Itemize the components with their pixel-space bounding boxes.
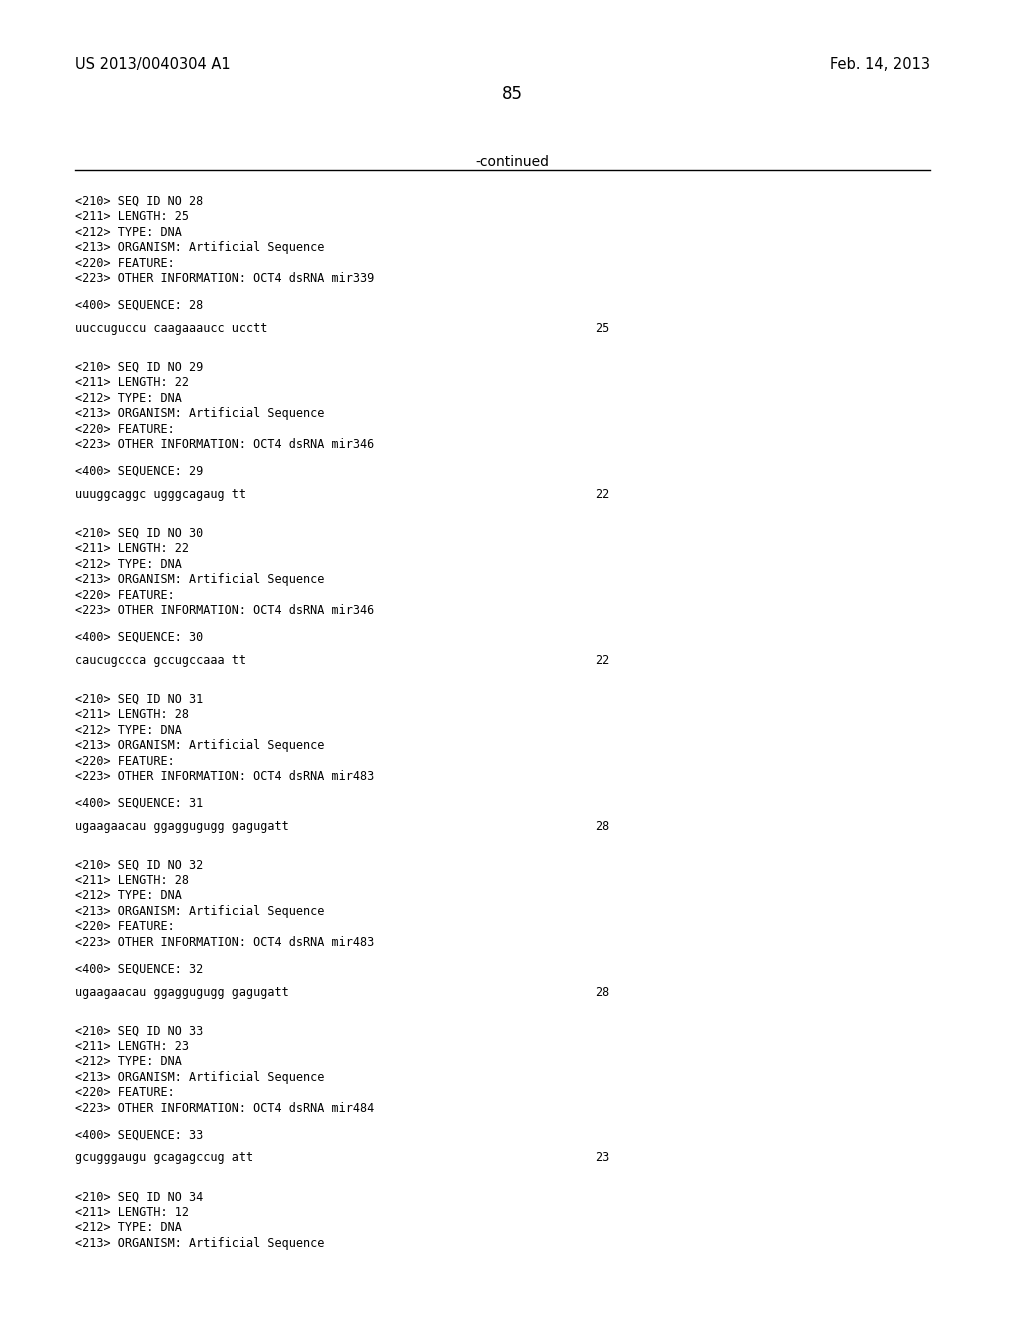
Text: <223> OTHER INFORMATION: OCT4 dsRNA mir483: <223> OTHER INFORMATION: OCT4 dsRNA mir4… [75,770,374,783]
Text: <210> SEQ ID NO 33: <210> SEQ ID NO 33 [75,1024,203,1038]
Text: <212> TYPE: DNA: <212> TYPE: DNA [75,392,182,405]
Text: <211> LENGTH: 12: <211> LENGTH: 12 [75,1205,189,1218]
Text: <210> SEQ ID NO 29: <210> SEQ ID NO 29 [75,360,203,374]
Text: ugaagaacau ggaggugugg gagugatt: ugaagaacau ggaggugugg gagugatt [75,986,289,998]
Text: <213> ORGANISM: Artificial Sequence: <213> ORGANISM: Artificial Sequence [75,739,325,752]
Text: <210> SEQ ID NO 32: <210> SEQ ID NO 32 [75,858,203,871]
Text: <220> FEATURE:: <220> FEATURE: [75,589,175,602]
Text: <220> FEATURE:: <220> FEATURE: [75,257,175,271]
Text: <211> LENGTH: 25: <211> LENGTH: 25 [75,210,189,223]
Text: caucugccca gccugccaaa tt: caucugccca gccugccaaa tt [75,653,246,667]
Text: 25: 25 [595,322,609,335]
Text: <210> SEQ ID NO 28: <210> SEQ ID NO 28 [75,195,203,209]
Text: US 2013/0040304 A1: US 2013/0040304 A1 [75,57,230,73]
Text: <400> SEQUENCE: 30: <400> SEQUENCE: 30 [75,631,203,644]
Text: <212> TYPE: DNA: <212> TYPE: DNA [75,890,182,903]
Text: <213> ORGANISM: Artificial Sequence: <213> ORGANISM: Artificial Sequence [75,242,325,255]
Text: <223> OTHER INFORMATION: OCT4 dsRNA mir346: <223> OTHER INFORMATION: OCT4 dsRNA mir3… [75,605,374,618]
Text: <220> FEATURE:: <220> FEATURE: [75,1086,175,1100]
Text: uuccuguccu caagaaaucc ucctt: uuccuguccu caagaaaucc ucctt [75,322,267,335]
Text: <400> SEQUENCE: 32: <400> SEQUENCE: 32 [75,962,203,975]
Text: uuuggcaggc ugggcagaug tt: uuuggcaggc ugggcagaug tt [75,488,246,502]
Text: <212> TYPE: DNA: <212> TYPE: DNA [75,723,182,737]
Text: <211> LENGTH: 28: <211> LENGTH: 28 [75,708,189,721]
Text: <220> FEATURE:: <220> FEATURE: [75,422,175,436]
Text: <211> LENGTH: 22: <211> LENGTH: 22 [75,376,189,389]
Text: <210> SEQ ID NO 34: <210> SEQ ID NO 34 [75,1191,203,1203]
Text: <220> FEATURE:: <220> FEATURE: [75,920,175,933]
Text: <400> SEQUENCE: 28: <400> SEQUENCE: 28 [75,298,203,312]
Text: <212> TYPE: DNA: <212> TYPE: DNA [75,1221,182,1234]
Text: <400> SEQUENCE: 33: <400> SEQUENCE: 33 [75,1129,203,1140]
Text: <211> LENGTH: 23: <211> LENGTH: 23 [75,1040,189,1053]
Text: <220> FEATURE:: <220> FEATURE: [75,755,175,767]
Text: <213> ORGANISM: Artificial Sequence: <213> ORGANISM: Artificial Sequence [75,1237,325,1250]
Text: <223> OTHER INFORMATION: OCT4 dsRNA mir339: <223> OTHER INFORMATION: OCT4 dsRNA mir3… [75,272,374,285]
Text: <213> ORGANISM: Artificial Sequence: <213> ORGANISM: Artificial Sequence [75,1071,325,1084]
Text: 23: 23 [595,1151,609,1164]
Text: <213> ORGANISM: Artificial Sequence: <213> ORGANISM: Artificial Sequence [75,906,325,917]
Text: <400> SEQUENCE: 29: <400> SEQUENCE: 29 [75,465,203,478]
Text: Feb. 14, 2013: Feb. 14, 2013 [830,57,930,73]
Text: <400> SEQUENCE: 31: <400> SEQUENCE: 31 [75,796,203,809]
Text: 85: 85 [502,84,522,103]
Text: 22: 22 [595,488,609,502]
Text: <212> TYPE: DNA: <212> TYPE: DNA [75,557,182,570]
Text: <211> LENGTH: 28: <211> LENGTH: 28 [75,874,189,887]
Text: -continued: -continued [475,154,549,169]
Text: <213> ORGANISM: Artificial Sequence: <213> ORGANISM: Artificial Sequence [75,573,325,586]
Text: <212> TYPE: DNA: <212> TYPE: DNA [75,1055,182,1068]
Text: <211> LENGTH: 22: <211> LENGTH: 22 [75,543,189,556]
Text: <212> TYPE: DNA: <212> TYPE: DNA [75,226,182,239]
Text: <223> OTHER INFORMATION: OCT4 dsRNA mir484: <223> OTHER INFORMATION: OCT4 dsRNA mir4… [75,1102,374,1115]
Text: <223> OTHER INFORMATION: OCT4 dsRNA mir483: <223> OTHER INFORMATION: OCT4 dsRNA mir4… [75,936,374,949]
Text: <213> ORGANISM: Artificial Sequence: <213> ORGANISM: Artificial Sequence [75,408,325,420]
Text: <223> OTHER INFORMATION: OCT4 dsRNA mir346: <223> OTHER INFORMATION: OCT4 dsRNA mir3… [75,438,374,451]
Text: <210> SEQ ID NO 30: <210> SEQ ID NO 30 [75,527,203,540]
Text: 22: 22 [595,653,609,667]
Text: ugaagaacau ggaggugugg gagugatt: ugaagaacau ggaggugugg gagugatt [75,820,289,833]
Text: gcugggaugu gcagagccug att: gcugggaugu gcagagccug att [75,1151,253,1164]
Text: 28: 28 [595,820,609,833]
Text: 28: 28 [595,986,609,998]
Text: <210> SEQ ID NO 31: <210> SEQ ID NO 31 [75,693,203,706]
